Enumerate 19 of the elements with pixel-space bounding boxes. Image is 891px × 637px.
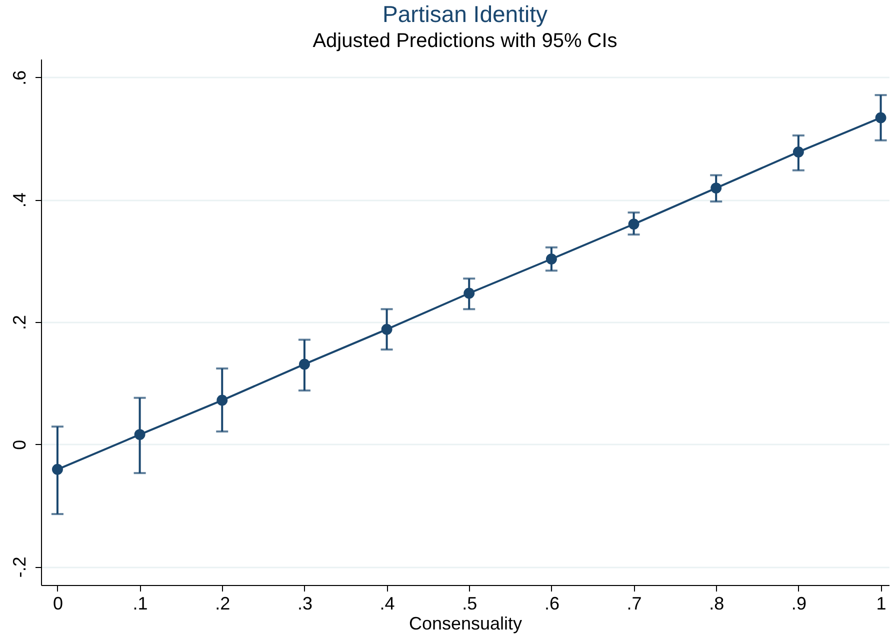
chart-title: Partisan Identity bbox=[382, 1, 548, 27]
x-tick-label: .9 bbox=[791, 594, 806, 614]
y-tick-label: .6 bbox=[10, 70, 30, 86]
x-tick-label: 1 bbox=[876, 594, 886, 614]
chart-subtitle: Adjusted Predictions with 95% CIs bbox=[312, 30, 618, 52]
y-tick-label: -.2 bbox=[10, 556, 30, 578]
x-tick-label: .7 bbox=[626, 594, 642, 614]
x-tick-label: .6 bbox=[544, 594, 560, 614]
x-tick-label: .2 bbox=[215, 594, 230, 614]
y-tick-label: .2 bbox=[10, 314, 30, 330]
x-tick-label: 0 bbox=[52, 594, 63, 614]
y-tick-label: .4 bbox=[10, 192, 30, 208]
x-tick-label: .4 bbox=[380, 594, 395, 614]
x-axis-title: Consensuality bbox=[408, 614, 522, 634]
x-tick-label: .3 bbox=[297, 594, 312, 614]
x-tick-label: .1 bbox=[132, 594, 148, 614]
x-tick-label: .8 bbox=[709, 594, 724, 614]
y-tick-label: 0 bbox=[10, 440, 30, 450]
x-tick-label: .5 bbox=[462, 594, 478, 614]
